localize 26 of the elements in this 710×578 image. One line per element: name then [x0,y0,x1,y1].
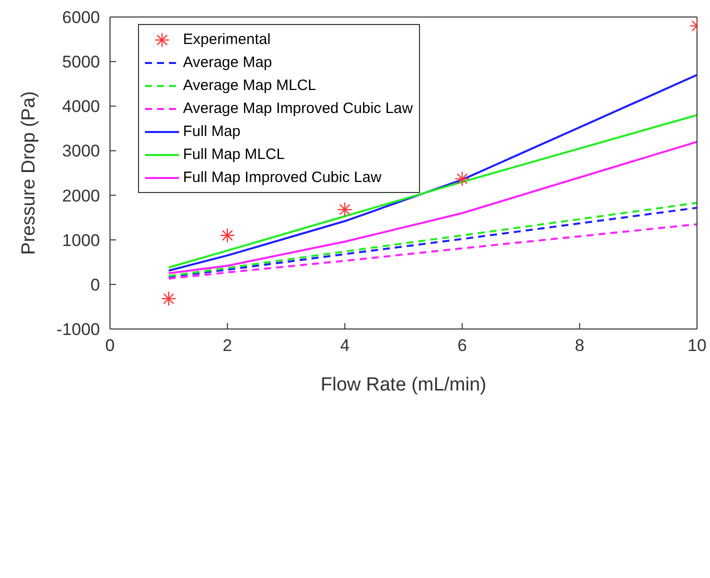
x-axis-title: Flow Rate (mL/min) [320,374,486,396]
legend-label: Average Map [183,54,272,71]
y-tick-label: 5000 [62,52,100,72]
line-series [168,223,697,280]
y-tick-label: 4000 [62,97,100,116]
x-tick-label: 6 [457,336,467,356]
x-tick-label: 10 [688,336,706,356]
legend-label: Full Map Improved Cubic Law [183,169,382,186]
y-axis-title: Pressure Drop (Pa) [18,91,40,255]
y-tick-label: 6000 [62,8,100,28]
x-tick-label: 0 [105,336,115,356]
line-series [168,74,697,272]
x-tick-label: 8 [574,336,584,356]
y-tick-label: 1000 [62,230,100,250]
x-tick-label: 4 [340,336,350,356]
x-tick-label: 2 [222,336,232,356]
legend-label: Full Map [183,123,241,140]
y-tick-label: 3000 [62,142,100,161]
line-series [168,140,697,274]
legend-label: Average Map Improved Cubic Law [183,100,413,117]
y-tick-label: -1000 [56,320,100,340]
legend-label: Full Map MLCL [183,146,285,163]
y-tick-label: 2000 [62,186,100,206]
legend-label: Average Map MLCL [183,77,316,94]
y-tick-label: 0 [90,275,100,294]
legend-label: Experimental [183,31,271,48]
